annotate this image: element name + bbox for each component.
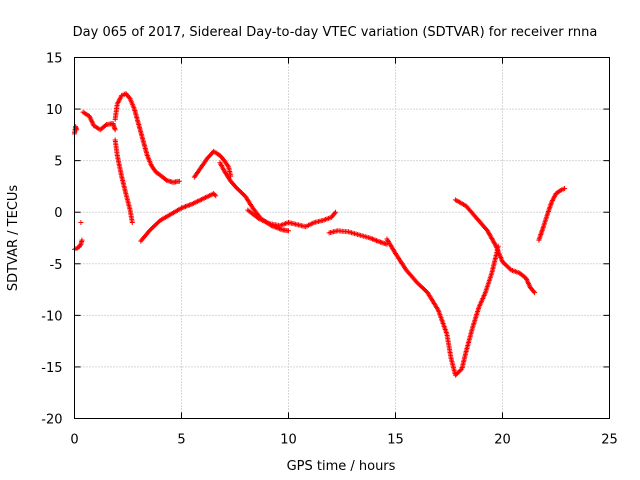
series-arc-6 bbox=[112, 137, 135, 226]
series-arc-12 bbox=[384, 236, 501, 378]
x-tick-label: 10 bbox=[280, 433, 297, 448]
y-tick-label: 0 bbox=[54, 206, 62, 221]
y-tick-label: -5 bbox=[50, 258, 63, 273]
chart-title: Day 065 of 2017, Sidereal Day-to-day VTE… bbox=[73, 25, 598, 40]
plot-frame bbox=[74, 57, 610, 419]
y-tick-label: -10 bbox=[41, 309, 62, 324]
axis-ticks: 0 5 10 15 20 25 15 10 5 0 -5 -10 -15 -20 bbox=[41, 52, 618, 448]
data-point bbox=[103, 122, 109, 128]
x-tick-label: 15 bbox=[387, 433, 404, 448]
series-arc-14 bbox=[536, 185, 568, 243]
series-arc-8 bbox=[191, 148, 234, 180]
x-tick-label: 5 bbox=[177, 433, 185, 448]
series-arc-5 bbox=[112, 91, 182, 185]
series-arc-10 bbox=[245, 207, 339, 230]
data-point bbox=[333, 209, 339, 215]
data-point bbox=[78, 220, 84, 226]
data-point bbox=[562, 185, 568, 191]
x-axis-label: GPS time / hours bbox=[287, 459, 396, 474]
data-point bbox=[212, 192, 218, 198]
data-point bbox=[332, 210, 338, 216]
data-point bbox=[79, 237, 85, 243]
y-tick-label: -15 bbox=[41, 361, 62, 376]
y-tick-label: 10 bbox=[46, 103, 63, 118]
data-point bbox=[213, 193, 219, 199]
data-point bbox=[286, 228, 291, 234]
data-point bbox=[126, 95, 132, 101]
series-arc-3 bbox=[78, 220, 84, 226]
x-tick-label: 25 bbox=[601, 433, 618, 448]
data-marks bbox=[72, 91, 568, 378]
y-tick-label: 15 bbox=[46, 52, 63, 67]
data-point bbox=[531, 289, 537, 295]
data-point bbox=[112, 127, 118, 133]
series-arc-11 bbox=[326, 228, 390, 247]
x-tick-label: 0 bbox=[70, 433, 78, 448]
data-point bbox=[532, 290, 538, 296]
x-tick-label: 20 bbox=[494, 433, 511, 448]
grid-lines bbox=[74, 57, 610, 419]
y-tick-label: -20 bbox=[41, 413, 62, 428]
data-point bbox=[77, 242, 83, 248]
series-arc-7 bbox=[138, 191, 219, 244]
data-point bbox=[176, 178, 182, 184]
series-arc-2 bbox=[72, 124, 80, 137]
series-arc-4 bbox=[80, 109, 118, 133]
data-point bbox=[129, 220, 135, 226]
y-tick-label: 5 bbox=[54, 155, 62, 170]
series-arc-13 bbox=[452, 197, 538, 296]
y-axis-label: SDTVAR / TECUs bbox=[6, 185, 21, 292]
series-arc-1 bbox=[72, 237, 85, 252]
